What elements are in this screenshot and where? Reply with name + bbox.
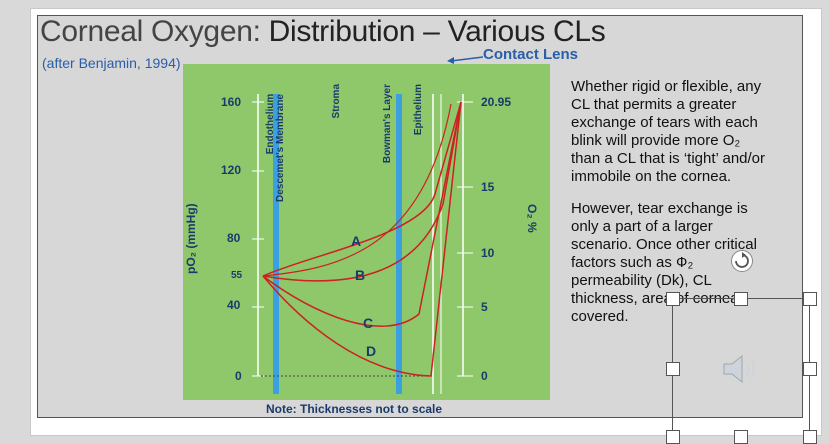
- tick-left-80: 80: [227, 231, 241, 245]
- page-title: Corneal Oxygen: Distribution – Various C…: [40, 15, 606, 49]
- curve-a: [262, 101, 462, 277]
- curve-label-d: D: [366, 343, 376, 359]
- left-ticks: [252, 101, 264, 377]
- tick-left-160: 160: [221, 95, 241, 109]
- layer-epithelium: Epithelium: [413, 84, 424, 135]
- resize-handle-tr[interactable]: [803, 292, 817, 306]
- contact-lens-label: Contact Lens: [483, 46, 579, 63]
- resize-handle-ml[interactable]: [666, 362, 680, 376]
- right-ticks: [457, 101, 473, 377]
- oxygen-chart: pO₂ (mmHg) O₂ % 160 120 80 55 40 0 20.95…: [183, 64, 550, 400]
- y-axis-right-label: O₂ %: [525, 204, 539, 233]
- y-axis-left-label: pO₂ (mmHg): [184, 203, 198, 274]
- endothelium-band: [273, 94, 279, 394]
- curve-c: [262, 101, 462, 327]
- chart-note: Note: Thicknesses not to scale: [266, 402, 443, 416]
- tick-right-20.95: 20.95: [481, 95, 511, 109]
- rotate-icon[interactable]: [731, 250, 753, 272]
- resize-handle-bm[interactable]: [734, 430, 748, 444]
- curve-d: [262, 101, 462, 377]
- resize-handle-br[interactable]: [803, 430, 817, 444]
- layer-stroma: Stroma: [331, 84, 342, 119]
- paragraph-1: Whether rigid or flexible, any CL that p…: [571, 78, 766, 185]
- curve-b: [262, 101, 462, 282]
- subtitle: (after Benjamin, 1994): [42, 55, 181, 71]
- title-prefix: Corneal Oxygen:: [40, 15, 261, 48]
- layer-descemet: Descemet's Membrane: [275, 94, 286, 202]
- speaker-icon[interactable]: [720, 352, 760, 391]
- resize-handle-mr[interactable]: [803, 362, 817, 376]
- curve-dual: [262, 103, 452, 277]
- curve-label-a: A: [351, 233, 361, 249]
- tick-right-5: 5: [481, 300, 488, 314]
- paragraph-2: However, tear exchange is only a part of…: [571, 200, 757, 325]
- tick-left-120: 120: [221, 163, 241, 177]
- resize-handle-tl[interactable]: [666, 292, 680, 306]
- body-text: Whether rigid or flexible, any CL that p…: [571, 78, 771, 340]
- curve-label-b: B: [355, 267, 365, 283]
- resize-handle-tm[interactable]: [734, 292, 748, 306]
- curve-label-c: C: [363, 315, 373, 331]
- tick-left-0: 0: [235, 369, 242, 383]
- tick-left-40: 40: [227, 298, 241, 312]
- contact-lens-arrow: [447, 56, 484, 64]
- chart-svg: pO₂ (mmHg) O₂ % 160 120 80 55 40 0 20.95…: [184, 84, 539, 394]
- tick-right-15: 15: [481, 180, 495, 194]
- resize-handle-bl[interactable]: [666, 430, 680, 444]
- tick-left-55: 55: [231, 270, 243, 281]
- layer-bowmans: Bowman's Layer: [382, 84, 393, 163]
- layer-endothelium: Endothelium: [265, 94, 276, 155]
- title-main: Distribution – Various CLs: [268, 15, 606, 48]
- tick-right-10: 10: [481, 246, 495, 260]
- tick-right-0: 0: [481, 369, 488, 383]
